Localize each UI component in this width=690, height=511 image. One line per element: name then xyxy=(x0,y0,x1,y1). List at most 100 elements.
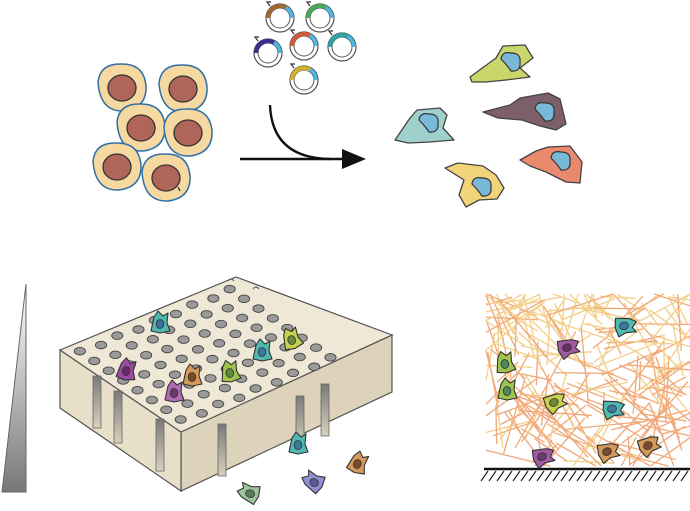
pore-hole xyxy=(109,350,122,360)
plasmid-icon xyxy=(265,1,295,33)
matrix-fiber xyxy=(665,397,683,451)
matrix-fiber xyxy=(608,390,649,400)
pore-channel xyxy=(155,418,165,472)
pore-hole xyxy=(213,339,226,348)
matrix-fiber xyxy=(538,400,589,459)
plasmid-icon xyxy=(253,36,283,68)
matrix-fiber xyxy=(593,321,652,363)
small-cell xyxy=(301,469,326,495)
matrix-fiber xyxy=(650,293,690,341)
pore-hole xyxy=(184,319,197,329)
pore-hole xyxy=(227,348,240,358)
migrated-cell xyxy=(444,162,505,208)
plasmid-icon xyxy=(305,1,335,33)
matrix-fiber xyxy=(667,296,690,301)
matrix-fiber xyxy=(499,389,537,441)
matrix-fiber xyxy=(545,293,614,317)
small-cell xyxy=(236,481,261,506)
matrix-fiber xyxy=(563,381,628,397)
pore-channel xyxy=(320,383,330,437)
matrix-fiber xyxy=(497,298,548,358)
migrated-cell xyxy=(394,107,455,144)
small-cell xyxy=(614,317,637,338)
plasmid-icon xyxy=(289,63,319,95)
matrix-fiber xyxy=(621,404,673,444)
pore-channel xyxy=(217,423,227,477)
matrix-fiber xyxy=(485,302,544,351)
matrix-fiber xyxy=(639,380,689,440)
pore-hole xyxy=(94,340,108,350)
matrix-fiber xyxy=(635,360,684,392)
pore-hole xyxy=(152,379,165,389)
pore-hole xyxy=(131,385,144,395)
matrix-fiber xyxy=(656,366,660,403)
matrix-fiber xyxy=(520,373,553,382)
pore-hole xyxy=(169,309,182,319)
pore-hole xyxy=(238,294,251,304)
small-cell xyxy=(497,377,518,401)
small-cell xyxy=(596,443,621,464)
matrix-fiber xyxy=(606,340,658,344)
small-cell xyxy=(542,393,568,416)
matrix-fiber xyxy=(586,403,643,439)
matrix-fiber xyxy=(493,422,531,437)
transwell-plate xyxy=(58,276,394,493)
pore-hole xyxy=(229,329,242,339)
transwell-cells xyxy=(115,310,370,506)
matrix-fiber xyxy=(668,386,690,415)
matrix-fiber xyxy=(672,293,688,325)
pore-hole xyxy=(154,360,167,370)
matrix-fiber xyxy=(578,293,593,333)
matrix-fiber xyxy=(649,333,690,348)
pore-hole xyxy=(186,300,199,309)
matrix-fiber xyxy=(626,392,665,438)
pore-hole xyxy=(250,323,263,333)
small-cell xyxy=(636,436,662,459)
plasmid-icon xyxy=(289,29,319,61)
pore-hole xyxy=(195,409,208,418)
pore-hole xyxy=(218,383,231,393)
pore-hole xyxy=(177,335,190,344)
matrix-fiber xyxy=(583,293,597,319)
small-cell xyxy=(150,310,171,334)
pore-hole xyxy=(270,378,283,387)
matrix-fiber xyxy=(572,426,601,467)
matrix-fiber xyxy=(618,364,688,396)
pore-hole xyxy=(206,354,219,364)
pore-hole xyxy=(102,366,115,375)
matrix-fiber xyxy=(653,412,690,431)
plasmid-group xyxy=(253,1,357,95)
pore-hole xyxy=(145,395,158,405)
matrix-fiber xyxy=(513,393,537,417)
pore-hole xyxy=(214,319,228,329)
matrix-fiber xyxy=(495,405,498,444)
pore-hole xyxy=(125,341,138,350)
matrix-fiber xyxy=(641,412,686,422)
matrix-fiber xyxy=(650,437,690,467)
pore-hole xyxy=(204,374,217,383)
round-cell xyxy=(97,63,147,112)
small-cell xyxy=(221,360,242,383)
matrix-fiber xyxy=(523,317,535,358)
matrix-fiber xyxy=(547,423,586,448)
matrix-fiber xyxy=(650,352,660,392)
matrix-fiber xyxy=(576,381,621,401)
pore-hole xyxy=(221,303,234,313)
pore-hole xyxy=(241,358,254,368)
round-cell xyxy=(158,64,208,113)
matrix-fiber xyxy=(648,402,675,467)
matrix-fiber xyxy=(616,415,677,424)
substrate-surface xyxy=(480,467,690,482)
matrix-fiber xyxy=(552,293,615,317)
matrix-fiber xyxy=(628,362,672,419)
pore-hole xyxy=(223,284,236,294)
matrix-fibers xyxy=(485,293,690,467)
pore-hole xyxy=(140,350,153,360)
reprogramming-arrow xyxy=(240,104,366,169)
small-cell xyxy=(531,448,556,469)
pore-hole xyxy=(212,399,225,409)
pore-channel xyxy=(92,375,102,429)
pore-hole xyxy=(138,370,151,379)
